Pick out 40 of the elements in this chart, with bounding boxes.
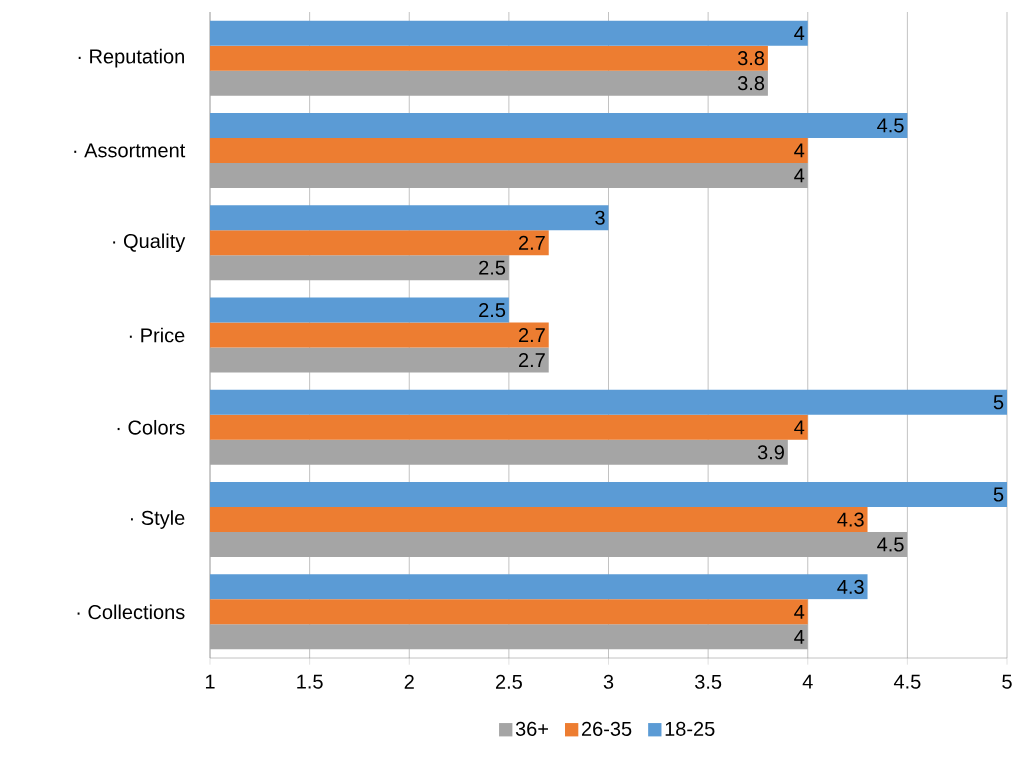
- y-tick-label: · Style: [130, 510, 185, 529]
- x-tick-label: 3.5: [694, 674, 722, 689]
- data-label: 2.7: [519, 235, 545, 250]
- data-label: 4: [794, 629, 805, 644]
- x-tick-label: 4: [802, 674, 813, 689]
- data-label: 5: [993, 395, 1004, 410]
- x-tick-label: 2.5: [495, 674, 522, 689]
- legend-label: 36+: [515, 721, 548, 736]
- x-tick-label: 4.5: [893, 674, 921, 689]
- x-tick-label: 3: [603, 674, 614, 689]
- data-label: 4: [794, 168, 805, 183]
- data-label: 2.7: [519, 353, 545, 367]
- y-tick-label: · Colors: [117, 419, 185, 435]
- legend-label: 26-35: [581, 721, 632, 736]
- data-label: 4: [794, 604, 805, 619]
- data-label: 3.9: [757, 445, 784, 460]
- data-label: 4.5: [877, 118, 904, 133]
- y-tick-label: · Collections: [77, 604, 185, 620]
- data-label: 4.3: [837, 579, 864, 594]
- x-tick-label: 5: [1002, 674, 1012, 689]
- data-label: 2.5: [479, 260, 506, 275]
- data-label: 3.8: [737, 51, 765, 66]
- legend-label: 18-25: [665, 721, 715, 736]
- x-tick-label: 1: [205, 674, 215, 689]
- data-label: 4: [794, 143, 805, 158]
- x-tick-label: 2: [404, 674, 414, 689]
- y-tick-label: · Assortment: [74, 143, 186, 158]
- data-label: 5: [993, 487, 1004, 502]
- data-label: 2.5: [479, 302, 506, 318]
- y-tick-label: · Reputation: [78, 48, 184, 68]
- data-label: 3: [595, 210, 605, 225]
- data-label: 2.7: [519, 328, 545, 342]
- data-label: 4: [794, 26, 805, 41]
- y-tick-label: · Price: [129, 327, 185, 343]
- x-tick-label: 1.5: [297, 674, 323, 689]
- data-label: 3.8: [737, 76, 765, 91]
- data-label: 4.5: [877, 537, 904, 552]
- data-label: 4: [794, 420, 805, 435]
- y-tick-label: · Quality: [113, 233, 186, 253]
- data-label: 4.3: [837, 512, 864, 527]
